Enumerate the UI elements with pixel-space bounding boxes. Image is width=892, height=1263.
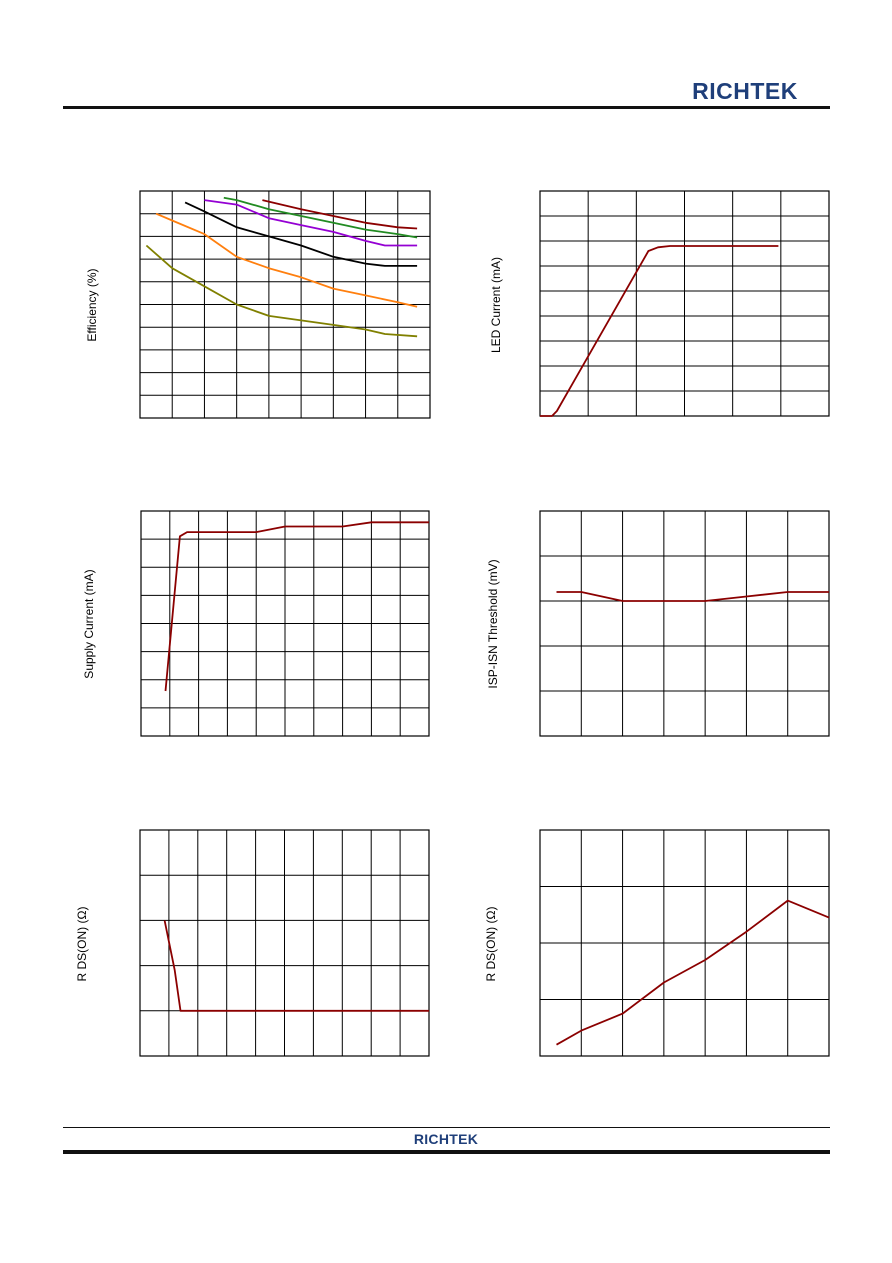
footer-rule-thick [63,1150,830,1154]
series-line-1 [556,899,830,1046]
series-line-4 [184,201,418,267]
y-axis-label: Supply Current (mA) [82,569,96,678]
series-line-2 [223,196,418,239]
rdson-vin-chart: R DS(ON) (Ω) [75,829,430,1057]
led-current-chart: LED Current (mA) [489,190,830,417]
y-axis-label: R DS(ON) (Ω) [484,907,498,982]
series-line-1 [556,591,829,602]
series-line-1 [540,245,779,417]
y-axis-label: R DS(ON) (Ω) [75,907,89,982]
series-line-6 [145,244,418,338]
plot-frame [539,829,830,1057]
series-line-1 [163,920,429,1012]
isp-isn-threshold-chart: ISP-ISN Threshold (mV) [486,510,830,737]
header-rule [63,106,830,109]
series-line-1 [164,521,429,692]
plot-frame [139,829,430,1057]
series-line-3 [204,199,418,247]
y-axis-label: Efficiency (%) [85,268,99,341]
y-axis-label: ISP-ISN Threshold (mV) [486,559,500,688]
footer-rule-thin [63,1127,830,1128]
efficiency-chart: Efficiency (%) [85,190,431,419]
plot-frame [539,510,830,737]
series-line-1 [262,199,418,230]
plot-frame [539,190,830,417]
y-axis-label: LED Current (mA) [489,257,503,353]
supply-current-chart: Supply Current (mA) [82,510,430,737]
richtek-logo-top: RICHTEK [692,78,798,104]
rdson-temperature-chart: R DS(ON) (Ω) [484,829,830,1057]
richtek-logo-bottom: RICHTEK [413,1131,479,1147]
series-line-5 [155,212,418,308]
plot-frame [139,190,431,419]
plot-frame [140,510,430,737]
